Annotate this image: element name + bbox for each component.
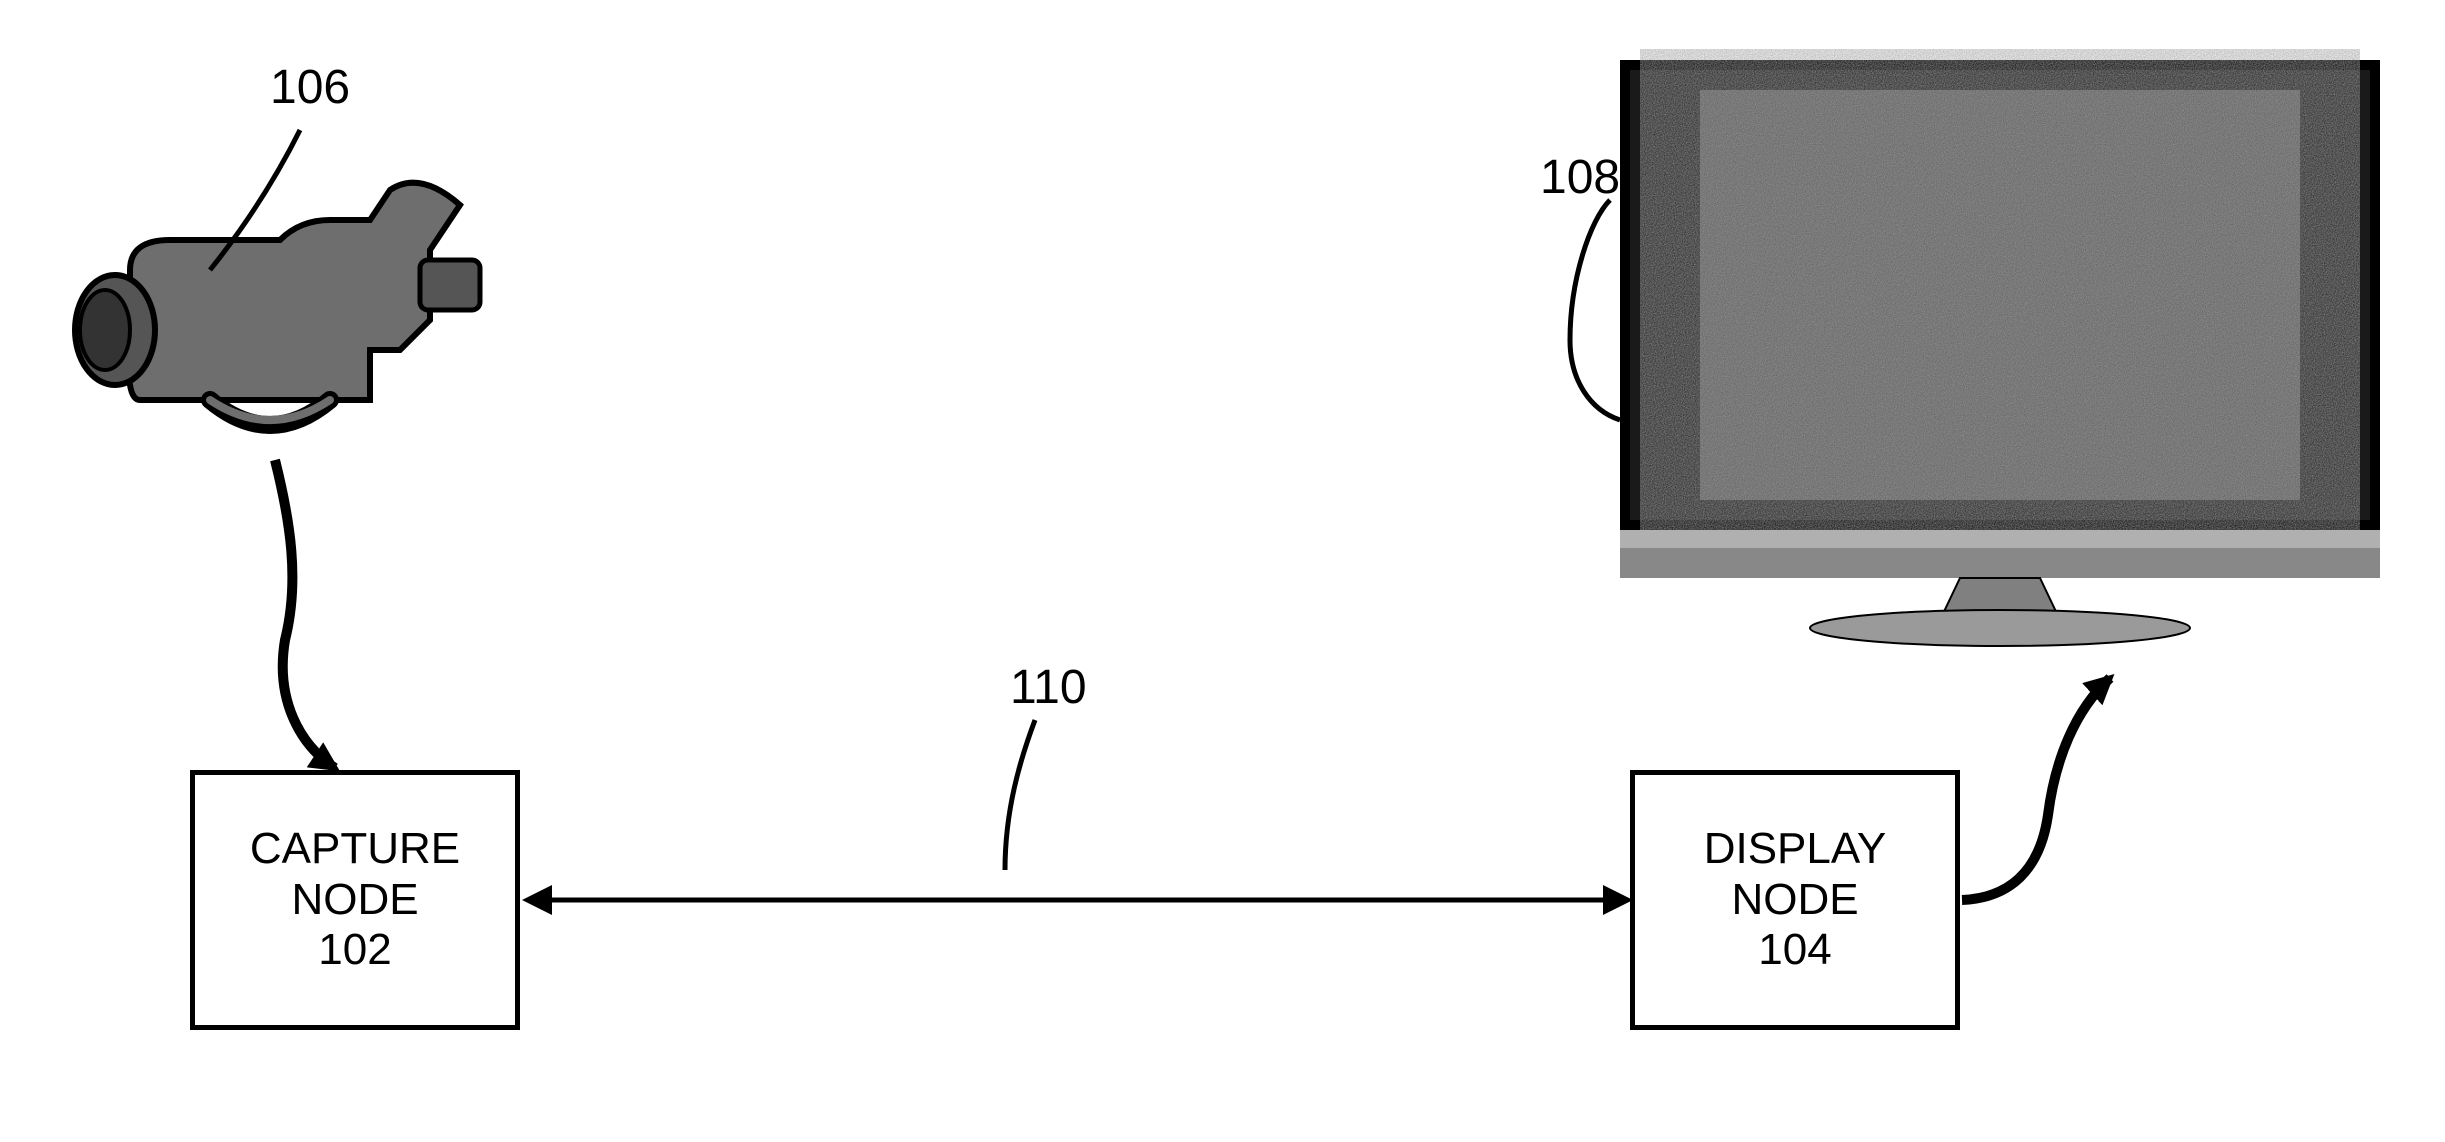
display-node-line3: 104 (1758, 925, 1831, 976)
capture-node-line2: NODE (291, 875, 418, 926)
monitor-icon (1620, 60, 2380, 646)
camera-icon (75, 183, 480, 425)
display-node-line2: NODE (1731, 875, 1858, 926)
camera-ref-label: 106 (270, 60, 350, 115)
diagram-canvas: 106 108 110 CAPTURE NODE 102 DISPLAY NOD… (0, 0, 2445, 1142)
capture-node-line1: CAPTURE (250, 824, 460, 875)
camera-ref-leader (210, 130, 300, 270)
monitor-ref-label: 108 (1540, 150, 1620, 205)
monitor-ref-leader (1570, 200, 1620, 420)
display-node-line1: DISPLAY (1704, 824, 1887, 875)
camera-to-capture-arrow (275, 460, 335, 768)
capture-node-line3: 102 (318, 925, 391, 976)
display-node-box: DISPLAY NODE 104 (1630, 770, 1960, 1030)
link-ref-leader (1005, 720, 1035, 870)
link-ref-label: 110 (1010, 660, 1087, 715)
display-to-monitor-arrow (1962, 678, 2110, 900)
capture-node-box: CAPTURE NODE 102 (190, 770, 520, 1030)
